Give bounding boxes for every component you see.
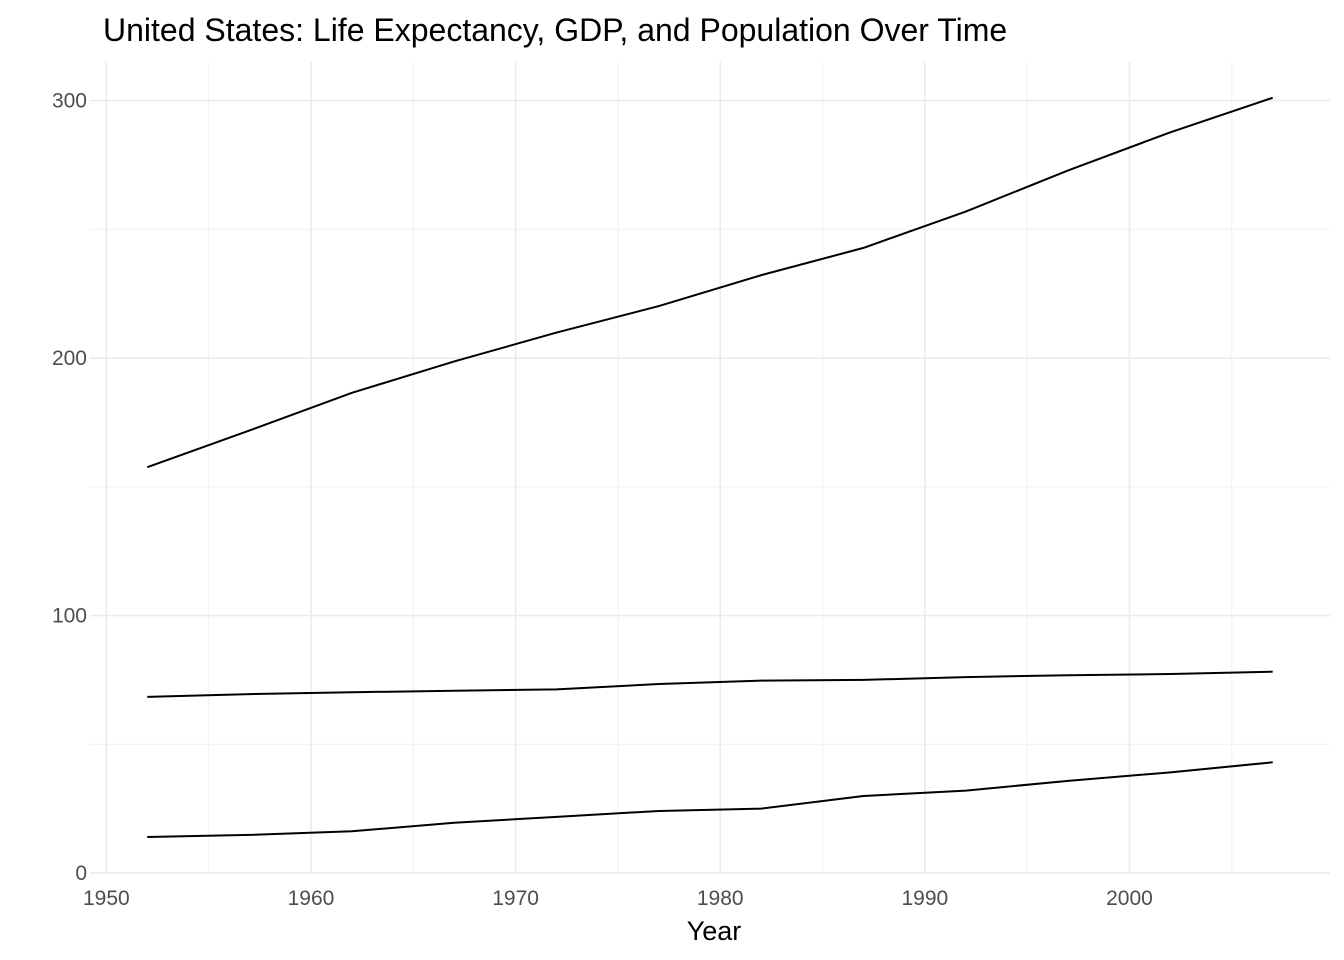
x-tick-label-0: 1950 — [83, 887, 130, 910]
y-axis-tick-labels: 0 100 200 300 — [52, 90, 87, 885]
series-lines — [146, 96, 1274, 838]
minor-gridlines — [90, 62, 1330, 873]
y-tick-label-3: 300 — [52, 90, 87, 113]
x-tick-label-4: 1990 — [901, 887, 948, 910]
chart-title: United States: Life Expectancy, GDP, and… — [103, 12, 1007, 48]
series-line-2 — [147, 761, 1273, 838]
series-line-0 — [146, 96, 1274, 469]
x-tick-label-2: 1970 — [492, 887, 539, 910]
y-tick-label-0: 0 — [75, 862, 87, 885]
y-tick-label-2: 200 — [52, 347, 87, 370]
x-axis-label: Year — [687, 916, 742, 946]
x-tick-label-1: 1960 — [288, 887, 335, 910]
x-tick-label-5: 2000 — [1106, 887, 1153, 910]
x-tick-label-3: 1980 — [697, 887, 744, 910]
x-axis-tick-labels: 1950 1960 1970 1980 1990 2000 — [83, 887, 1153, 910]
y-tick-label-1: 100 — [52, 605, 87, 628]
major-gridlines — [90, 62, 1330, 874]
series-line-1 — [147, 670, 1273, 698]
